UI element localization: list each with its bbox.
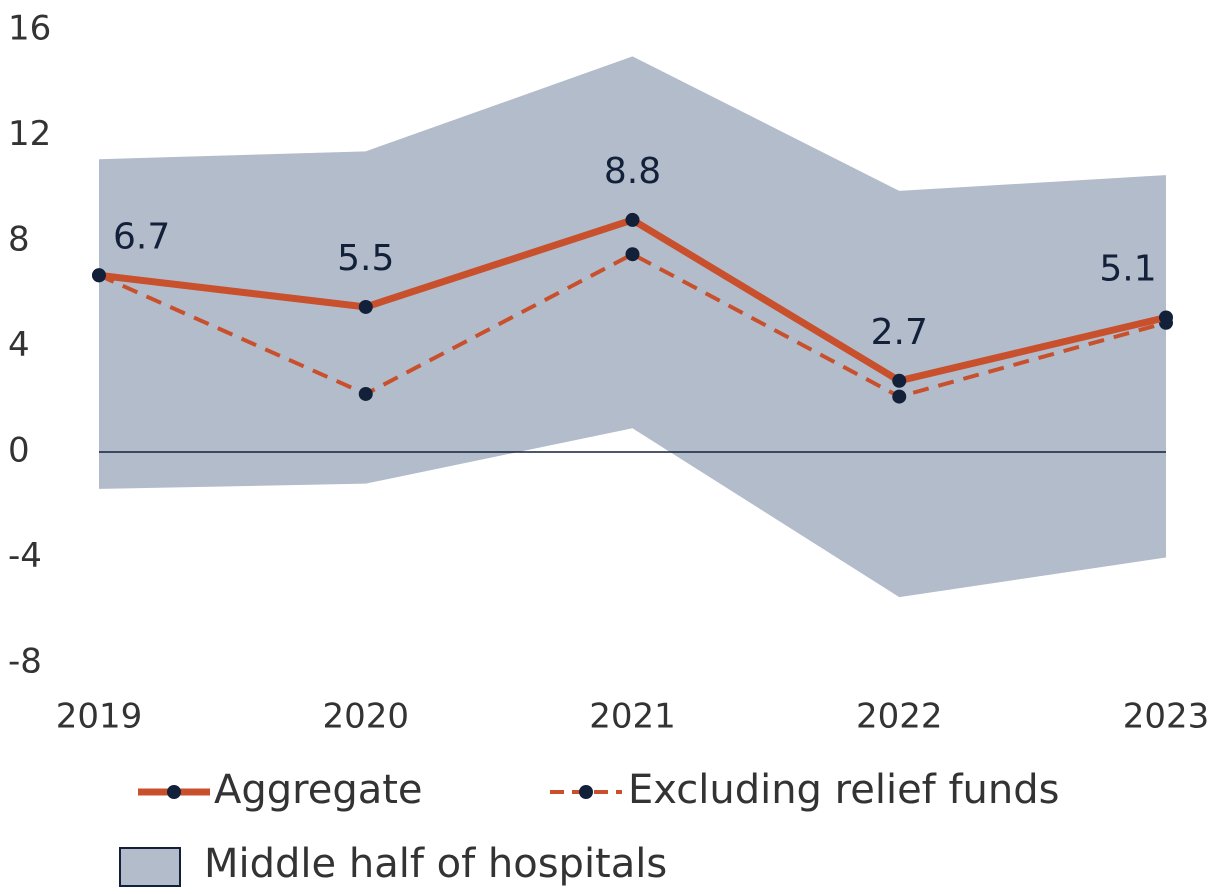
legend-label: Middle half of hospitals bbox=[204, 841, 667, 887]
x-tick-label: 2020 bbox=[322, 697, 409, 737]
point bbox=[892, 389, 907, 404]
data-label: 5.5 bbox=[337, 238, 394, 279]
y-tick-label: 16 bbox=[8, 9, 51, 49]
legend-marker bbox=[579, 785, 593, 799]
point bbox=[625, 247, 640, 262]
y-tick-label: 4 bbox=[8, 325, 30, 365]
x-tick-label: 2023 bbox=[1123, 697, 1210, 737]
point bbox=[625, 212, 640, 227]
y-tick-label: 12 bbox=[8, 114, 51, 154]
data-label: 2.7 bbox=[871, 312, 928, 353]
series-line bbox=[98, 251, 1167, 399]
legend-label: Excluding relief funds bbox=[628, 767, 1059, 813]
data-label: 8.8 bbox=[604, 151, 661, 192]
point bbox=[358, 386, 373, 401]
point bbox=[1159, 310, 1173, 325]
y-tick-label: -4 bbox=[8, 536, 42, 576]
y-tick-label: -8 bbox=[8, 642, 42, 682]
x-tick-label: 2021 bbox=[589, 697, 676, 737]
legend-label: Aggregate bbox=[214, 767, 423, 813]
point bbox=[892, 373, 907, 388]
data-label: 5.1 bbox=[1099, 248, 1156, 289]
y-tick-label: 8 bbox=[8, 220, 30, 260]
band-area bbox=[99, 56, 1166, 598]
y-tick-label: 0 bbox=[8, 431, 30, 471]
legend-marker bbox=[167, 785, 181, 799]
x-tick-label: 2019 bbox=[56, 697, 143, 737]
data-label: 6.7 bbox=[113, 216, 170, 257]
x-tick-label: 2022 bbox=[856, 697, 943, 737]
point bbox=[92, 268, 106, 283]
point bbox=[358, 299, 373, 314]
legend-swatch bbox=[119, 847, 181, 887]
